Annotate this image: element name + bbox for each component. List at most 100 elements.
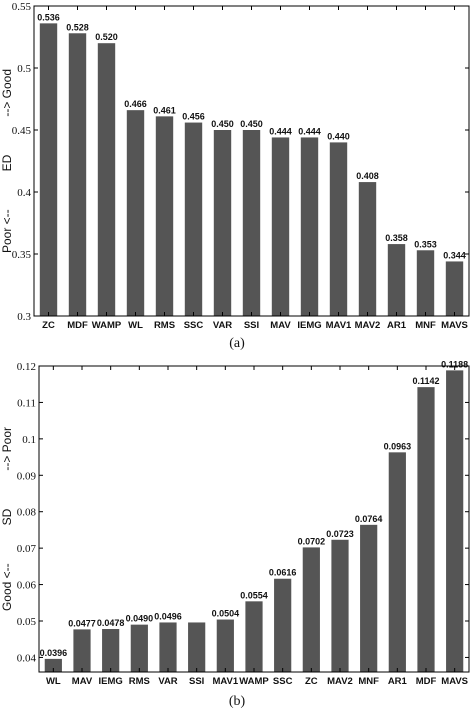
data-label-a-mav2: 0.408 — [356, 171, 379, 181]
bar-b-ssc — [274, 578, 292, 672]
x-tick-label-b-mav1: MAV1 — [212, 676, 238, 687]
bar-b-wamp — [245, 601, 263, 672]
x-tick-label-b-ssi: SSI — [189, 676, 204, 687]
bar-b-mavs — [446, 370, 464, 672]
y-axis-label-low-b: Good <-- — [0, 563, 14, 611]
data-label-b-mdf: 0.1142 — [412, 376, 439, 386]
bar-b-mdf — [417, 387, 435, 672]
x-tick-label-a-mav: MAV — [270, 320, 291, 331]
x-tick-label-b-mdf: MDF — [416, 676, 437, 687]
data-label-b-zc: 0.0702 — [298, 536, 326, 546]
y-tick-label-b-2: 0.06 — [17, 580, 37, 592]
data-label-a-ssi: 0.450 — [240, 119, 263, 129]
x-tick-label-a-ssc: SSC — [184, 320, 204, 331]
y-axis-label-high-a: --> Good — [0, 69, 14, 117]
x-tick-label-b-wl: WL — [46, 676, 61, 687]
data-label-a-rms: 0.461 — [153, 105, 176, 115]
bar-a-mnf — [416, 250, 435, 316]
y-tick-label-a-1: 0.35 — [12, 249, 32, 261]
data-label-b-ar1: 0.0963 — [384, 441, 412, 451]
y-tick-label-b-3: 0.07 — [17, 543, 37, 555]
y-tick-label-a-4: 0.5 — [17, 63, 31, 75]
y-tick-label-b-4: 0.08 — [17, 507, 37, 519]
y-tick-label-b-0: 0.04 — [17, 652, 37, 664]
data-label-a-mavs: 0.344 — [443, 250, 466, 260]
data-label-a-wamp: 0.520 — [95, 32, 118, 42]
y-tick-label-b-5: 0.09 — [17, 470, 37, 482]
data-label-a-var: 0.450 — [211, 119, 234, 129]
bar-b-mav1 — [216, 619, 234, 672]
y-tick-label-a-3: 0.45 — [12, 125, 32, 137]
bar-a-mavs — [445, 261, 464, 316]
bar-a-mdf — [68, 33, 87, 316]
x-tick-label-a-mdf: MDF — [67, 320, 88, 331]
x-tick-label-a-wamp: WAMP — [92, 320, 122, 331]
y-tick-label-b-7: 0.11 — [17, 397, 36, 409]
x-tick-label-a-mav1: MAV1 — [326, 320, 352, 331]
bar-a-wamp — [97, 43, 116, 316]
x-tick-label-a-mavs: MAVS — [441, 320, 468, 331]
x-tick-label-b-mav2: MAV2 — [327, 676, 353, 687]
data-label-b-mav: 0.0477 — [68, 618, 96, 628]
x-tick-label-b-mavs: MAVS — [441, 676, 468, 687]
data-label-b-iemg: 0.0478 — [97, 618, 125, 628]
data-label-a-iemg: 0.444 — [298, 126, 321, 136]
bar-a-rms — [155, 116, 174, 316]
bar-b-rms — [130, 624, 148, 672]
data-label-b-mnf: 0.0764 — [355, 514, 383, 524]
bar-b-iemg — [102, 629, 120, 672]
data-label-b-ssc: 0.0616 — [269, 568, 297, 578]
data-label-a-mav1: 0.440 — [327, 131, 350, 141]
y-axis-label-high-b: --> Poor — [0, 427, 14, 471]
x-tick-label-b-mav: MAV — [72, 676, 93, 687]
data-label-b-wamp: 0.0554 — [240, 590, 268, 600]
y-axis-label-mid-a: ED — [0, 154, 14, 171]
bar-a-var — [213, 130, 232, 316]
bar-a-ar1 — [387, 244, 406, 316]
data-label-b-mavs: 0.1188 — [441, 359, 468, 369]
data-label-a-mav: 0.444 — [269, 126, 292, 136]
bar-b-ssi — [188, 622, 206, 672]
x-tick-label-b-ssc: SSC — [273, 676, 293, 687]
x-tick-label-a-mnf: MNF — [415, 320, 436, 331]
chart-panel-b: 0.0396 WL 0.0477 MAV 0.0478 IEMG 0.0490 RMS 0.04… — [0, 359, 470, 708]
x-tick-label-a-wl: WL — [128, 320, 143, 331]
caption-b: (b) — [229, 694, 246, 708]
data-label-b-var: 0.0496 — [154, 611, 182, 621]
bar-a-zc — [39, 23, 58, 317]
x-tick-label-a-ar1: AR1 — [387, 320, 407, 331]
bar-a-mav2 — [358, 182, 377, 316]
x-tick-label-b-wamp: WAMP — [239, 676, 269, 687]
x-tick-label-a-iemg: IEMG — [297, 320, 321, 331]
x-tick-label-a-ssi: SSI — [244, 320, 259, 331]
bar-b-var — [159, 622, 177, 672]
x-tick-label-a-zc: ZC — [42, 320, 55, 331]
data-label-b-wl: 0.0396 — [40, 648, 68, 658]
y-tick-label-b-1: 0.05 — [17, 616, 37, 628]
bar-a-iemg — [300, 137, 319, 316]
y-tick-label-b-8: 0.12 — [17, 361, 36, 373]
x-tick-label-b-rms: RMS — [129, 676, 150, 687]
x-tick-label-b-zc: ZC — [305, 676, 318, 687]
data-label-a-ssc: 0.456 — [182, 112, 205, 122]
x-tick-label-a-var: VAR — [213, 320, 232, 331]
bar-a-ssi — [242, 130, 261, 316]
y-axis-label-b: Good <-- SD --> Poor — [0, 427, 14, 611]
y-axis-label-a: Poor <-- ED --> Good — [0, 69, 14, 253]
caption-a: (a) — [229, 336, 245, 351]
data-label-b-mav2: 0.0723 — [326, 529, 354, 539]
bar-a-wl — [126, 110, 145, 316]
bar-b-mnf — [360, 524, 378, 672]
plot-frame-a — [33, 5, 470, 317]
data-label-a-zc: 0.536 — [37, 12, 60, 22]
data-label-a-ar1: 0.358 — [385, 233, 408, 243]
data-label-a-mdf: 0.528 — [66, 22, 89, 32]
bar-b-ar1 — [388, 452, 406, 672]
x-tick-label-b-mnf: MNF — [358, 676, 379, 687]
y-tick-label-a-2: 0.4 — [17, 187, 31, 199]
y-axis-label-low-a: Poor <-- — [0, 209, 14, 253]
x-tick-label-b-ar1: AR1 — [388, 676, 408, 687]
y-tick-label-b-6: 0.1 — [22, 434, 36, 446]
bar-b-wl — [44, 658, 62, 672]
